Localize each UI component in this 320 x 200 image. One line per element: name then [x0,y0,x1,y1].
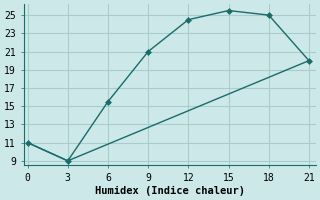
X-axis label: Humidex (Indice chaleur): Humidex (Indice chaleur) [95,186,244,196]
